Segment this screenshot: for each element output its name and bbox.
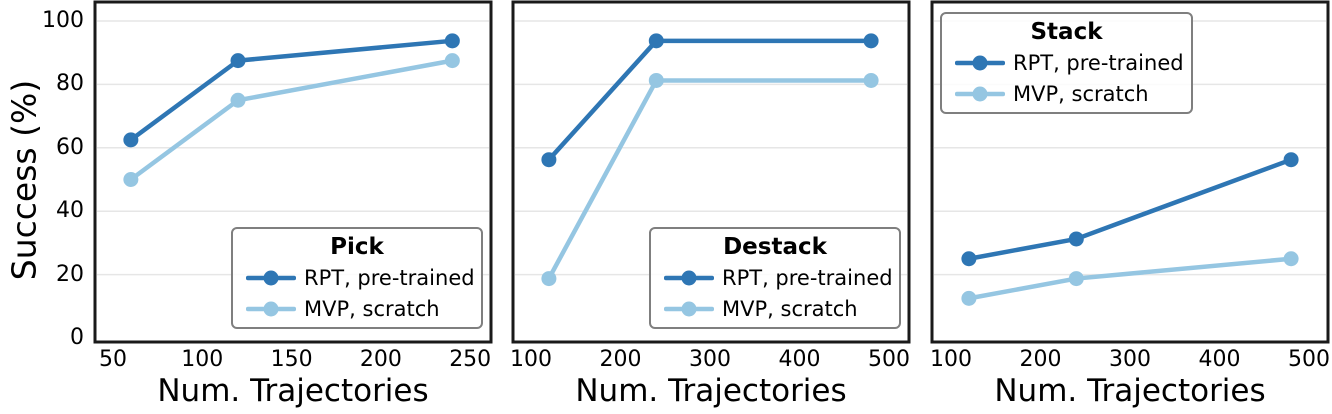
y-tick-label: 80 [56, 71, 84, 97]
data-point [863, 72, 879, 88]
legend-label: MVP, scratch [304, 296, 440, 321]
legend-line-marker-icon [664, 301, 714, 316]
legend-label: MVP, scratch [1013, 81, 1149, 106]
legend-item: MVP, scratch [658, 293, 892, 324]
series-line-0 [966, 157, 1294, 261]
x-axis-label-stack: Num. Trajectories [994, 373, 1266, 409]
plot-border [93, 0, 493, 344]
legend-item: RPT, pre-trained [240, 262, 475, 293]
data-point [1283, 152, 1299, 168]
x-tick-label: 300 [689, 347, 731, 372]
y-tick-label: 100 [42, 8, 84, 33]
x-tick-label: 100 [930, 347, 972, 372]
legend-stack: Stack RPT, pre-trained MVP, scratch [940, 12, 1193, 114]
x-tick-label: 400 [778, 347, 821, 372]
x-tick-label: 200 [359, 347, 402, 372]
x-tick-label: 100 [181, 347, 224, 372]
x-tick-label: 200 [1019, 347, 1062, 372]
legend-title: Stack [1030, 19, 1103, 45]
data-point [541, 152, 557, 168]
legend-line-marker-icon [955, 55, 1005, 70]
series-line-0 [546, 38, 874, 162]
y-tick-label: 0 [70, 325, 84, 350]
y-tick-label: 60 [56, 134, 84, 160]
legend-title: Pick [330, 234, 384, 260]
legend-item: MVP, scratch [240, 293, 474, 324]
legend-item: RPT, pre-trained [658, 262, 893, 293]
legend-line-marker-icon [664, 270, 714, 285]
series-line-1 [128, 58, 455, 182]
data-point [648, 72, 664, 88]
data-point [1068, 271, 1084, 287]
data-point [1068, 231, 1084, 247]
data-point [541, 271, 557, 287]
legend-line-marker-icon [246, 301, 296, 316]
legend-label: MVP, scratch [722, 296, 858, 321]
legend-line-marker-icon [955, 86, 1005, 101]
x-tick-label: 100 [510, 347, 552, 372]
x-tick-label: 500 [868, 347, 910, 372]
legend-line-marker-icon [246, 270, 296, 285]
plot-border [930, 0, 1330, 344]
x-axis-label-destack: Num. Trajectories [575, 373, 847, 409]
data-point [123, 132, 139, 148]
data-point [444, 33, 460, 49]
series-line-1 [966, 256, 1294, 301]
legend-label: RPT, pre-trained [722, 265, 893, 290]
legend-label: RPT, pre-trained [304, 265, 475, 290]
x-tick-label: 150 [270, 347, 313, 372]
legend-item: RPT, pre-trained [949, 47, 1184, 78]
x-tick-label: 50 [99, 347, 127, 372]
y-tick-label: 20 [56, 261, 84, 287]
y-tick-label: 40 [56, 198, 84, 224]
x-tick-label: 300 [1109, 347, 1151, 372]
data-point [648, 33, 664, 49]
x-axis-label-pick: Num. Trajectories [157, 373, 429, 409]
data-point [961, 290, 977, 306]
data-point [123, 172, 139, 187]
data-point [1283, 251, 1299, 267]
x-tick-label: 200 [599, 347, 642, 372]
x-tick-label: 250 [449, 347, 492, 372]
x-tick-label: 400 [1198, 347, 1241, 372]
data-point [230, 53, 246, 69]
y-axis-label: Success (%) [4, 79, 44, 281]
data-point [961, 251, 977, 267]
plot-border [511, 0, 911, 344]
x-tick-label: 500 [1288, 347, 1330, 372]
legend-destack: Destack RPT, pre-trained MVP, scratch [649, 227, 901, 329]
data-point [444, 53, 460, 69]
legend-title: Destack [723, 234, 827, 260]
legend-label: RPT, pre-trained [1013, 50, 1184, 75]
legend-pick: Pick RPT, pre-trained MVP, scratch [231, 227, 483, 329]
data-point [863, 33, 879, 49]
data-point [230, 92, 246, 108]
legend-item: MVP, scratch [949, 78, 1184, 109]
